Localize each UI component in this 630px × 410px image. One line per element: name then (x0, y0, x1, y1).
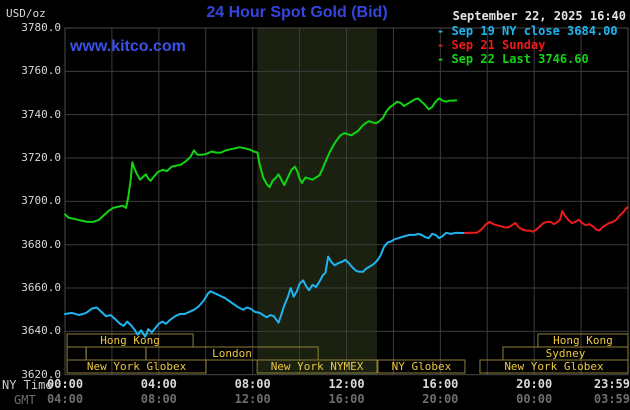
x-axis-tick-ny: 23:59 (593, 377, 630, 391)
price-line-series-2 (64, 97, 458, 223)
y-axis-unit-label: USD/oz (6, 7, 46, 20)
y-axis-tick-label: 3700.0 (21, 194, 61, 208)
session-label: NY Globex (391, 360, 452, 373)
price-line-series-0 (64, 231, 466, 338)
price-line-series-1 (464, 206, 629, 234)
x-axis-ny-time-label: NY Time (2, 378, 53, 392)
y-axis-tick-label: 3640.0 (21, 324, 61, 338)
legend-item: - Sep 21 Sunday (437, 38, 618, 52)
x-axis-tick-ny: 20:00 (516, 377, 553, 391)
session-label: Hong Kong (100, 334, 160, 347)
x-axis-tick-gmt: 20:00 (422, 392, 459, 406)
legend-dash-icon: - (437, 38, 452, 52)
x-axis-tick-gmt: 04:00 (46, 392, 84, 406)
session-label: New York NYMEX (270, 360, 364, 373)
y-axis-tick-label: 3760.0 (21, 64, 61, 78)
plot-border (64, 27, 629, 376)
x-axis-gmt-label: GMT (14, 393, 36, 407)
session-box (66, 359, 207, 374)
x-axis-tick-ny: 16:00 (422, 377, 459, 391)
y-axis-tick-label: 3680.0 (21, 237, 61, 251)
y-axis-tick-label: 3780.0 (21, 21, 61, 34)
x-axis-tick-ny: 04:00 (140, 377, 177, 391)
session-box (256, 359, 378, 374)
legend: - Sep 19 NY close 3684.00- Sep 21 Sunday… (437, 24, 618, 66)
legend-item-label: Sep 22 Last 3746.60 (451, 52, 589, 66)
session-label: New York Globex (86, 360, 187, 373)
page-title: 24 Hour Spot Gold (Bid) (206, 4, 388, 21)
legend-item: - Sep 19 NY close 3684.00 (437, 24, 618, 38)
y-axis-tick-label: 3740.0 (21, 107, 61, 121)
kitco-website-link[interactable]: www.kitco.com (70, 38, 186, 55)
legend-dash-icon: - (437, 52, 452, 66)
x-axis-tick-gmt: 03:59 (593, 392, 630, 406)
legend-item-label: Sep 21 Sunday (451, 38, 546, 52)
legend-item: - Sep 22 Last 3746.60 (437, 52, 618, 66)
session-label: New York Globex (504, 360, 604, 373)
legend-dash-icon: - (437, 24, 452, 38)
session-box (85, 346, 147, 361)
session-label: London (212, 347, 252, 360)
session-box (479, 359, 629, 374)
x-axis-tick-gmt: 16:00 (328, 392, 365, 406)
legend-item-label: Sep 19 NY close 3684.00 (451, 24, 618, 38)
y-axis-tick-label: 3620.0 (21, 367, 61, 381)
session-label: Hong Kong (553, 334, 613, 347)
session-box (377, 359, 466, 374)
x-axis-tick-gmt: 00:00 (516, 392, 553, 406)
x-axis-tick-ny: 12:00 (328, 377, 365, 391)
y-axis-tick-label: 3720.0 (21, 151, 61, 164)
x-axis-tick-ny: 00:00 (46, 377, 84, 391)
x-axis-tick-gmt: 08:00 (140, 392, 177, 406)
y-axis-tick-label: 3660.0 (21, 281, 61, 295)
session-label: Sydney (545, 347, 586, 360)
x-axis-tick-ny: 08:00 (234, 377, 271, 391)
x-axis-tick-gmt: 12:00 (234, 392, 271, 406)
session-box (145, 346, 319, 361)
chart-datetime: September 22, 2025 16:40 (452, 9, 626, 23)
session-box (66, 346, 87, 361)
